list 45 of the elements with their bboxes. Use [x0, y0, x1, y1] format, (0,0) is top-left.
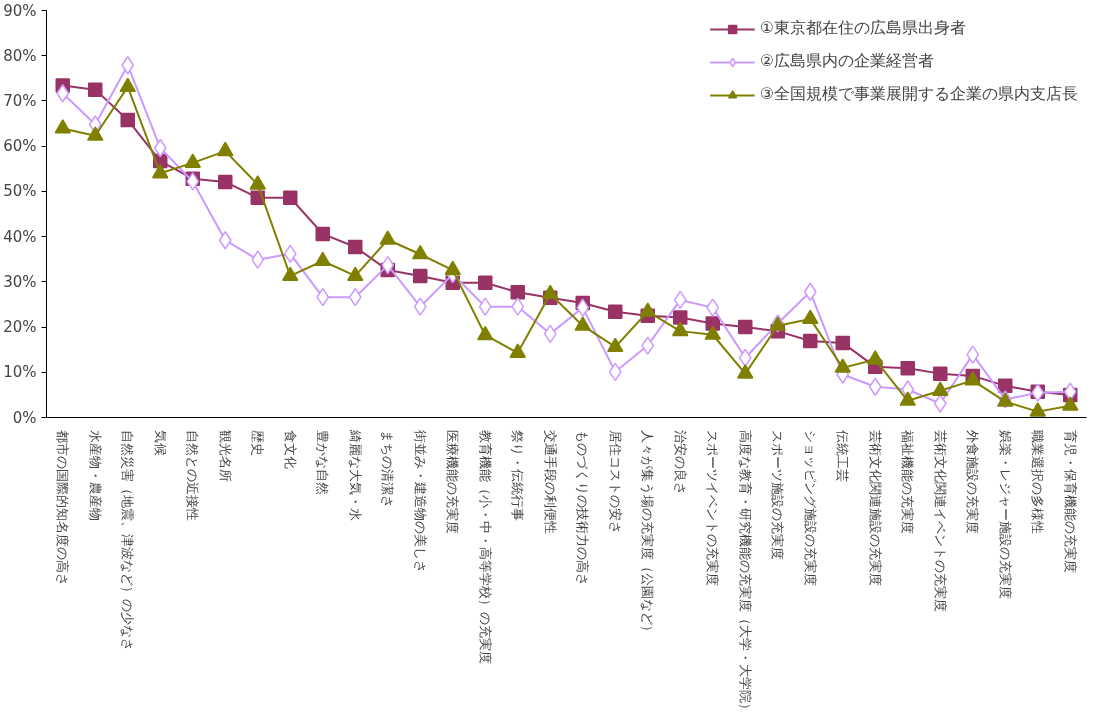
x-tick-label: まちの清潔さ	[380, 429, 396, 508]
x-tick-label: スポーツイベントの充実度	[705, 429, 721, 586]
x-tick-label: 食文化	[282, 429, 298, 469]
x-tick-label: 外食施設の充実度	[965, 429, 981, 534]
y-tick-label: 60%	[3, 137, 37, 156]
legend-label: ③全国規模で事業展開する企業の県内支店長	[759, 84, 1078, 105]
x-tick-label: 観光名所	[217, 429, 233, 482]
x-tick-label: ショッピング施設の充実度	[802, 429, 818, 586]
y-tick-label: 70%	[3, 91, 37, 110]
x-tick-label: ものづくりの技術力の高さ	[575, 429, 591, 586]
x-tick-label: 豊かな自然	[315, 429, 331, 495]
x-tick-label: 芸術文化関連イベントの充実度	[932, 429, 948, 612]
x-tick-label: 医療機能の充実度	[445, 429, 461, 534]
x-tick-label: 治安の良さ	[672, 429, 688, 495]
x-tick-label: 交通手段の利便性	[542, 429, 558, 534]
x-tick-label: 水産物・農産物	[87, 429, 103, 521]
y-tick-label: 20%	[3, 318, 37, 337]
x-tick-label: 育児・保育機能の充実度	[1062, 429, 1078, 573]
x-tick-label: 人々が集う場の充実度（公園など）	[640, 429, 656, 638]
x-tick-label: 街並み・建造物の美しさ	[412, 429, 428, 573]
x-tick-label: 教育機能（小・中・高等学校）の充実度	[477, 429, 493, 664]
x-tick-label: 娯楽・レジャー施設の充実度	[997, 429, 1013, 599]
x-tick-label: 高度な教育・研究機能の充実度（大学・大学院）	[737, 429, 753, 716]
x-tick-label: 綺麗な大気・水	[347, 428, 363, 521]
x-tick-label: スポーツ施設の充実度	[770, 429, 786, 560]
x-tick-label: 伝統工芸	[835, 429, 851, 482]
legend-label: ②広島県内の企業経営者	[759, 51, 934, 72]
y-tick-label: 30%	[3, 272, 37, 291]
x-tick-label: 都市の国際的知名度の高さ	[55, 429, 71, 586]
y-tick-label: 80%	[3, 46, 37, 65]
y-tick-label: 0%	[12, 408, 37, 427]
legend-label: ①東京都在住の広島県出身者	[759, 18, 966, 39]
y-tick-label: 90%	[3, 1, 37, 20]
x-tick-label: 職業選択の多様性	[1030, 429, 1046, 534]
x-tick-label: 芸術文化関連施設の充実度	[867, 429, 883, 586]
x-tick-label: 自然災害（地震、津波など）の少なさ	[120, 429, 136, 651]
x-tick-label: 自然との近接性	[185, 429, 201, 521]
x-tick-label: 祭り・伝統行事	[510, 429, 526, 521]
x-tick-label: 歴史	[250, 429, 266, 456]
x-tick-label: 気候	[152, 429, 168, 456]
y-tick-label: 50%	[3, 182, 37, 201]
y-tick-label: 40%	[3, 227, 37, 246]
x-tick-label: 居住コストの安さ	[607, 429, 623, 534]
x-tick-label: 福祉機能の充実度	[900, 429, 916, 534]
y-tick-label: 10%	[3, 363, 37, 382]
